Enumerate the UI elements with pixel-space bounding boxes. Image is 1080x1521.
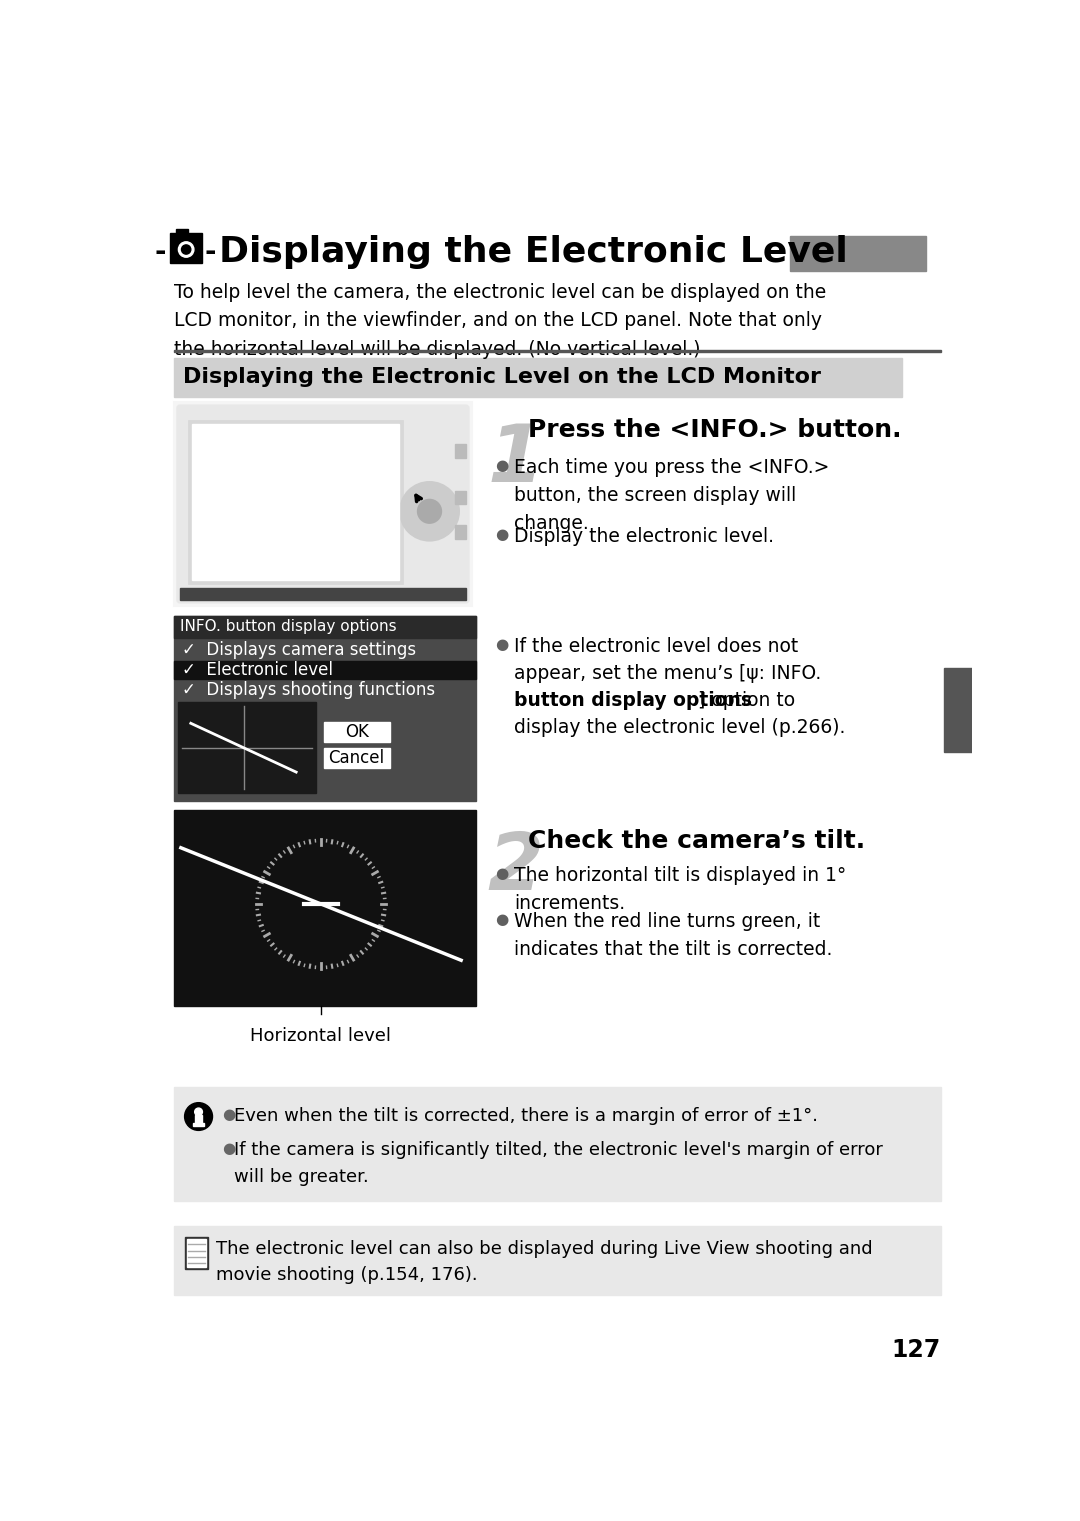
Text: When the red line turns green, it
indicates that the tilt is corrected.: When the red line turns green, it indica… <box>514 913 833 960</box>
Bar <box>185 1237 207 1269</box>
Circle shape <box>418 500 441 523</box>
Text: Displaying the Electronic Level: Displaying the Electronic Level <box>218 234 848 269</box>
Bar <box>187 1240 206 1267</box>
Text: The electronic level can also be displayed during Live View shooting and
movie s: The electronic level can also be display… <box>216 1240 873 1284</box>
Text: ●: ● <box>495 637 509 653</box>
Text: ●: ● <box>221 1107 235 1122</box>
Bar <box>174 402 472 605</box>
Bar <box>174 660 476 680</box>
Text: button display options: button display options <box>514 691 752 710</box>
Text: appear, set the menu’s [ψ: INFO.: appear, set the menu’s [ψ: INFO. <box>514 663 821 683</box>
Text: ●: ● <box>495 867 509 881</box>
Text: If the camera is significantly tilted, the electronic level's margin of error
wi: If the camera is significantly tilted, t… <box>234 1141 883 1185</box>
Bar <box>455 490 465 505</box>
Bar <box>174 1226 941 1296</box>
Bar <box>174 1088 941 1202</box>
Bar <box>176 228 189 234</box>
Text: ✓  Displays camera settings: ✓ Displays camera settings <box>181 640 416 659</box>
Bar <box>324 721 390 742</box>
Bar <box>324 748 390 768</box>
Text: ] option to: ] option to <box>699 691 796 710</box>
Bar <box>174 357 902 397</box>
Bar <box>193 1124 204 1126</box>
Bar <box>174 616 476 802</box>
Circle shape <box>400 482 459 540</box>
Bar <box>455 525 465 538</box>
Text: -: - <box>154 237 166 266</box>
Circle shape <box>181 245 191 254</box>
Text: OK: OK <box>345 722 368 741</box>
Text: 2: 2 <box>488 829 543 908</box>
Circle shape <box>185 1103 213 1130</box>
Text: ✓  Displays shooting functions: ✓ Displays shooting functions <box>181 681 434 700</box>
Text: display the electronic level (p.266).: display the electronic level (p.266). <box>514 718 846 736</box>
Bar <box>174 811 476 1007</box>
Bar <box>174 350 941 351</box>
Text: Displaying the Electronic Level on the LCD Monitor: Displaying the Electronic Level on the L… <box>183 368 821 388</box>
Bar <box>789 236 926 271</box>
Bar <box>174 616 476 637</box>
Bar <box>180 587 465 599</box>
Text: 1: 1 <box>488 421 543 499</box>
Text: ✓  Electronic level: ✓ Electronic level <box>181 662 333 678</box>
Text: INFO. button display options: INFO. button display options <box>180 619 396 634</box>
Text: The horizontal tilt is displayed in 1°
increments.: The horizontal tilt is displayed in 1° i… <box>514 867 847 913</box>
Text: Horizontal level: Horizontal level <box>251 1027 391 1045</box>
Text: Display the electronic level.: Display the electronic level. <box>514 528 774 546</box>
Text: To help level the camera, the electronic level can be displayed on the
LCD monit: To help level the camera, the electronic… <box>174 283 826 359</box>
Bar <box>189 421 403 583</box>
Circle shape <box>194 1109 202 1116</box>
Text: ●: ● <box>221 1141 235 1156</box>
Text: ●: ● <box>495 458 509 473</box>
Bar <box>944 668 972 753</box>
Bar <box>194 1115 202 1124</box>
Bar <box>178 703 316 792</box>
Bar <box>192 424 400 580</box>
FancyBboxPatch shape <box>177 406 469 602</box>
Bar <box>455 444 465 458</box>
Text: Press the <INFO.> button.: Press the <INFO.> button. <box>528 418 902 443</box>
Circle shape <box>178 242 194 257</box>
Text: Cancel: Cancel <box>328 750 384 768</box>
Text: 127: 127 <box>892 1337 941 1361</box>
Text: Check the camera’s tilt.: Check the camera’s tilt. <box>528 829 865 853</box>
Text: Each time you press the <INFO.>
button, the screen display will
change.: Each time you press the <INFO.> button, … <box>514 458 829 534</box>
Text: ●: ● <box>495 913 509 928</box>
Bar <box>170 233 202 263</box>
Text: -: - <box>205 237 216 266</box>
Text: ●: ● <box>495 528 509 543</box>
Text: If the electronic level does not: If the electronic level does not <box>514 637 798 656</box>
Text: Even when the tilt is corrected, there is a margin of error of ±1°.: Even when the tilt is corrected, there i… <box>234 1107 819 1126</box>
